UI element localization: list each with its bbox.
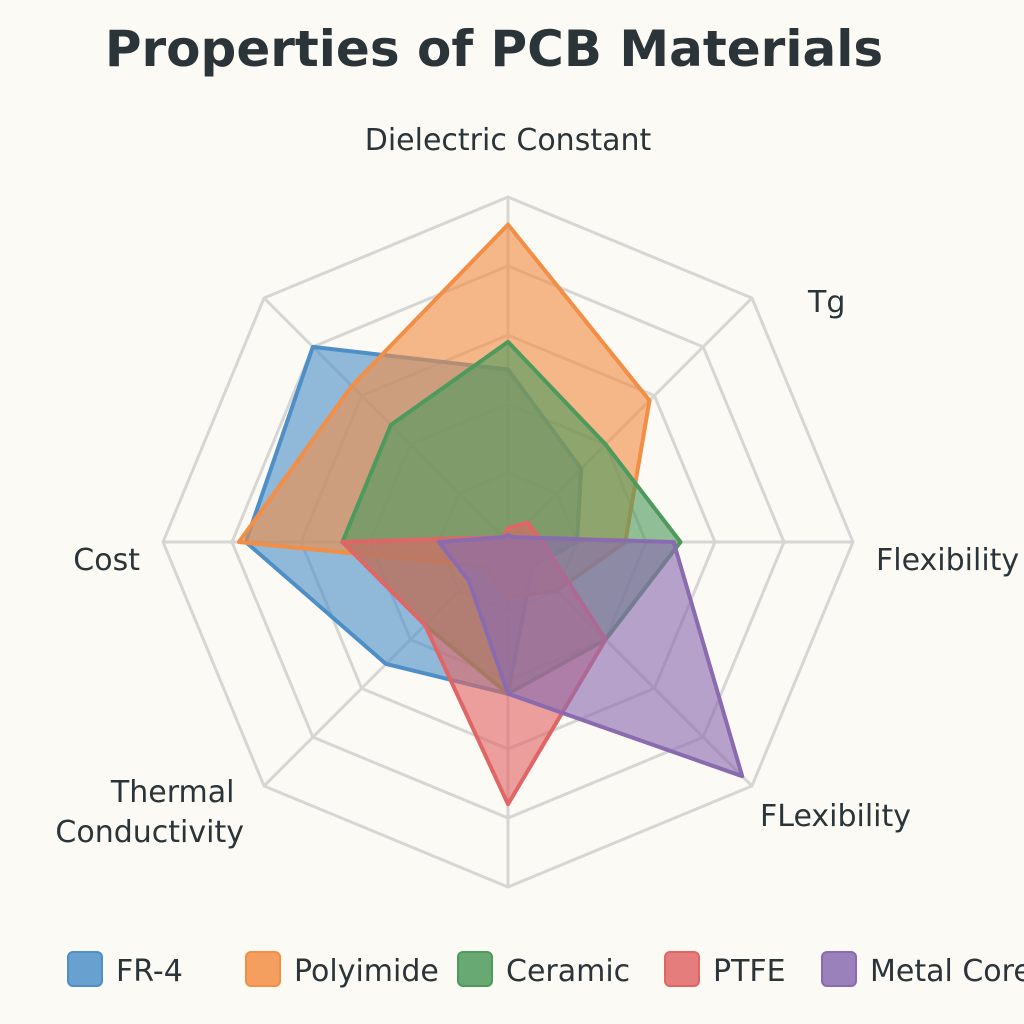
- legend: FR-4 Polyimide Ceramic PTFE Metal Core: [67, 951, 1024, 989]
- legend-label-fr-4: FR-4: [116, 954, 183, 989]
- axis-label-thermal-conductivity: Thermal Conductivity: [55, 775, 244, 850]
- axis-label-flexibility: Flexibility: [876, 543, 1019, 578]
- legend-item-fr-4: FR-4: [67, 951, 183, 989]
- axis-label-flexibility-2: FLexibility: [760, 799, 911, 834]
- axis-label-cost: Cost: [73, 543, 140, 578]
- legend-swatch-fr-4: [67, 951, 103, 987]
- legend-label-ceramic: Ceramic: [506, 954, 630, 989]
- axis-label-tg: Tg: [807, 285, 845, 320]
- chart-title: Properties of PCB Materials: [105, 20, 883, 78]
- legend-label-polyimide: Polyimide: [294, 954, 439, 989]
- legend-item-polyimide: Polyimide: [245, 951, 439, 989]
- radar-series-group: [236, 222, 745, 807]
- legend-swatch-ceramic: [457, 951, 493, 987]
- legend-swatch-ptfe: [664, 951, 700, 987]
- legend-item-ptfe: PTFE: [664, 951, 786, 989]
- series-metal-core: [437, 533, 745, 779]
- axis-label-dielectric-constant: Dielectric Constant: [365, 123, 652, 158]
- axis-labels: Dielectric Constant Tg Flexibility FLexi…: [55, 123, 1019, 850]
- legend-label-metal-core: Metal Core: [870, 954, 1024, 989]
- legend-label-ptfe: PTFE: [713, 954, 786, 989]
- legend-item-metal-core: Metal Core: [821, 951, 1024, 989]
- legend-swatch-metal-core: [821, 951, 857, 987]
- legend-swatch-polyimide: [245, 951, 281, 987]
- legend-item-ceramic: Ceramic: [457, 951, 630, 989]
